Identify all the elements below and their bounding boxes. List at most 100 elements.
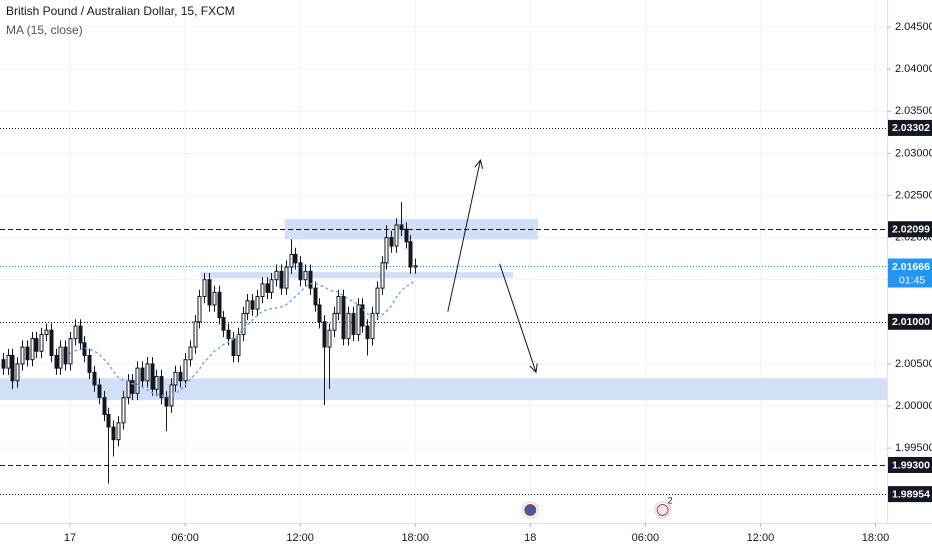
candle-body: [255, 296, 260, 310]
candle-body: [68, 338, 73, 365]
level-label-box: [888, 119, 932, 136]
candle-body: [365, 325, 370, 340]
zones: [0, 219, 887, 401]
event-flag: [656, 504, 669, 516]
candle-body: [145, 363, 150, 382]
candle-body: [322, 321, 327, 348]
y-tick-label: 2.00000: [895, 400, 932, 412]
level-label: 2.02099: [892, 224, 930, 236]
zone: [200, 272, 514, 279]
y-tick-label: 2.03000: [895, 147, 932, 159]
candles: [1, 202, 418, 484]
level-label-box: [888, 486, 932, 503]
candle-body: [360, 304, 365, 327]
x-tick-label: 12:00: [747, 532, 775, 544]
candle-body: [293, 253, 298, 264]
candle-body: [265, 283, 270, 293]
candle-body: [135, 367, 140, 394]
candle-body: [394, 224, 399, 247]
candle-body: [25, 346, 30, 361]
zone: [0, 378, 887, 401]
y-tick-label: 1.99500: [895, 442, 932, 454]
x-tick-label: 18: [524, 532, 536, 544]
candle-body: [63, 346, 68, 365]
candle-body: [284, 266, 289, 289]
candle-body: [82, 342, 87, 356]
level-label: 2.03302: [892, 122, 930, 134]
candle-body: [58, 346, 63, 369]
candle-body: [370, 312, 375, 340]
candle-body: [15, 363, 20, 382]
candle-body: [87, 354, 92, 373]
candle-body: [269, 279, 274, 293]
candle-body: [140, 367, 145, 382]
x-tick-label: 12:00: [286, 532, 314, 544]
candle-body: [44, 329, 49, 335]
candle-body: [54, 354, 59, 369]
current-price-box: [888, 258, 932, 288]
candle-body: [313, 287, 318, 306]
candle-body: [188, 346, 193, 361]
candle-body: [73, 325, 78, 340]
candle-body: [39, 333, 44, 352]
candle-body: [92, 371, 97, 386]
candle-body: [241, 312, 246, 335]
arrow: [499, 263, 538, 374]
candle-body: [159, 376, 164, 399]
candle-body: [375, 287, 380, 314]
candle-body: [346, 312, 351, 340]
candle-body: [164, 397, 169, 407]
chart-title: British Pound / Australian Dollar, 15, F…: [6, 4, 235, 18]
event-flag: [524, 504, 537, 516]
candle-body: [236, 333, 241, 356]
candle-body: [106, 413, 111, 428]
candle-body: [183, 359, 188, 382]
current-price-label: 2.01666: [892, 261, 930, 273]
arrow: [447, 158, 484, 312]
candle-body: [130, 380, 135, 394]
candle-body: [332, 312, 337, 331]
candle-body: [197, 296, 202, 323]
axes: 1.995002.000002.005002.010002.015002.020…: [64, 21, 932, 544]
candle-body: [154, 376, 159, 390]
candle-body: [356, 304, 361, 335]
candle-body: [78, 325, 83, 344]
candle-body: [274, 270, 279, 281]
level-label-box: [888, 313, 932, 330]
y-tick-label: 2.02500: [895, 189, 932, 201]
candle-body: [178, 371, 183, 382]
level-label: 1.99300: [892, 459, 930, 471]
candle-body: [384, 237, 389, 264]
event-icon: 2: [654, 495, 673, 519]
candle-body: [404, 228, 409, 243]
candle-body: [260, 283, 265, 298]
candle-body: [341, 296, 346, 340]
candle-body: [116, 422, 121, 441]
candle-body: [193, 321, 198, 348]
level-label-box: [888, 456, 932, 473]
candle-body: [207, 279, 212, 306]
event-icon: [521, 501, 539, 519]
level-label-box: [888, 221, 932, 238]
candle-body: [217, 291, 222, 319]
candle-body: [298, 262, 303, 281]
candle-body: [336, 296, 341, 314]
candle-body: [389, 237, 394, 247]
candle-body: [413, 265, 418, 268]
candle-body: [150, 363, 155, 390]
candle-body: [102, 397, 107, 415]
countdown-label: 01:45: [899, 274, 925, 286]
y-tick-label: 2.00500: [895, 358, 932, 370]
candle-body: [30, 338, 35, 361]
y-tick-label: 2.04000: [895, 63, 932, 75]
candle-body: [399, 224, 404, 230]
candle-body: [97, 384, 102, 399]
candle-body: [212, 291, 217, 306]
candle-body: [49, 329, 54, 356]
candle-body: [317, 304, 322, 323]
candle-body: [250, 300, 255, 310]
candle-body: [303, 270, 308, 281]
y-tick-label: 2.03500: [895, 105, 932, 117]
candle-body: [202, 279, 207, 298]
